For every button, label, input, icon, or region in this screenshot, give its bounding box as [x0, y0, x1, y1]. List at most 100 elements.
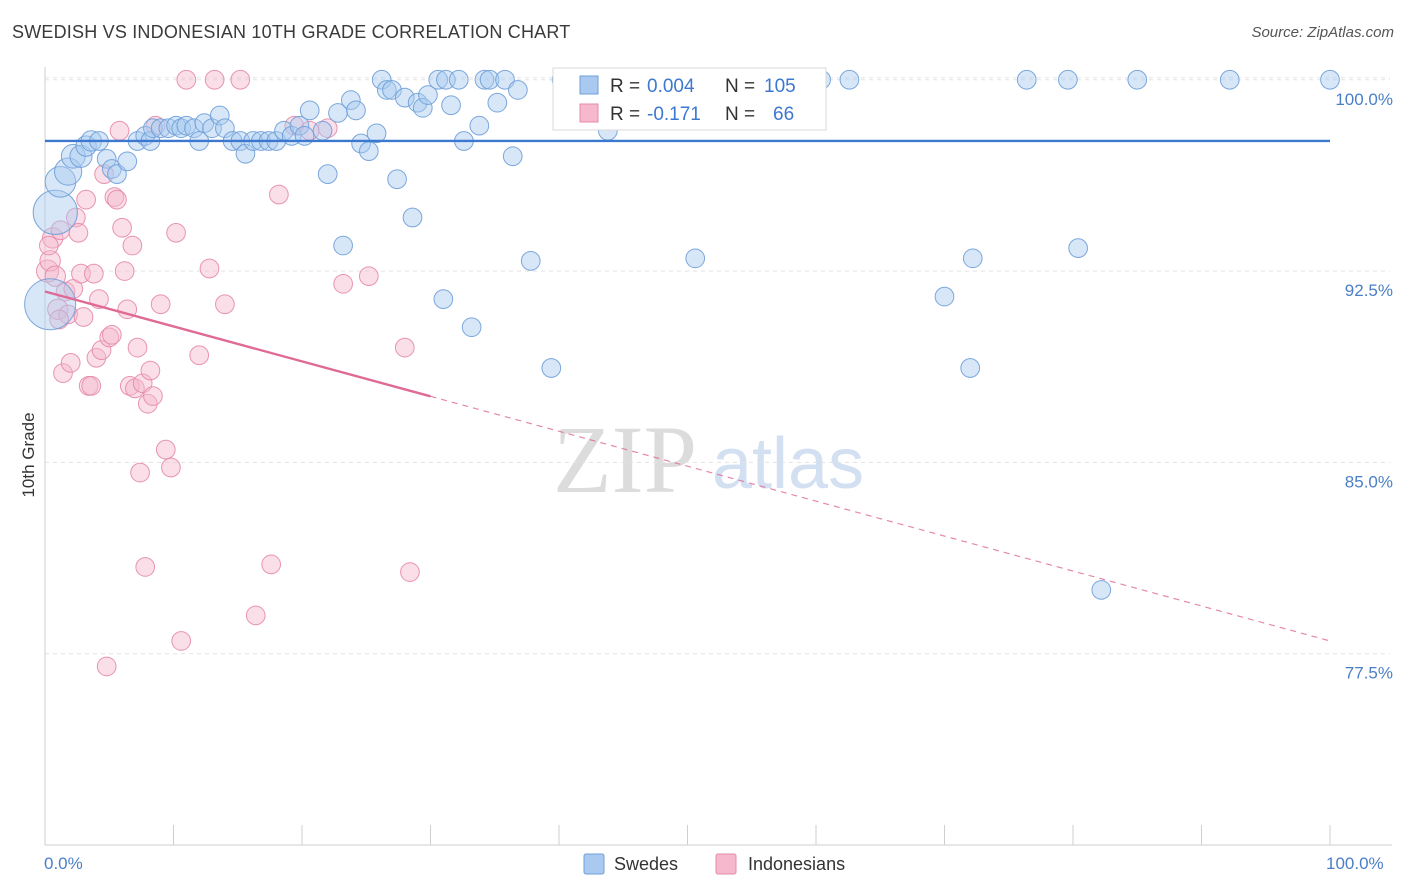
swedes-point [474, 69, 495, 90]
watermark: ZIP atlas [553, 406, 864, 513]
legend-r-label-swedes: R = [610, 76, 640, 97]
swedes-point [150, 118, 171, 139]
swedes-point [520, 251, 541, 271]
swedes-point [469, 115, 490, 136]
bottom-legend-label-swedes: Swedes [614, 854, 678, 874]
axes [44, 67, 1392, 846]
legend-n-value-indonesians: 66 [773, 104, 794, 125]
swedes-point [541, 358, 562, 378]
swedes-point [394, 87, 415, 108]
legend-n-label-indonesians: N = [725, 104, 755, 125]
indonesians-point [199, 258, 220, 279]
swedes-point [312, 120, 333, 141]
swedes-point [209, 105, 230, 126]
swedes-point [317, 164, 338, 184]
indonesians-point [107, 189, 127, 210]
indonesians-point [189, 345, 210, 366]
indonesians-point [65, 207, 86, 228]
series-legend: Swedes Indonesians [583, 853, 845, 875]
source-credit: Source: ZipAtlas.com [1251, 24, 1394, 41]
indonesians-point [245, 605, 266, 626]
swedes-point [441, 95, 461, 116]
indonesians-point [204, 69, 225, 90]
indonesians-point [140, 360, 161, 381]
swedes-point [69, 144, 93, 168]
indonesians-point [73, 307, 94, 327]
swedes-point [32, 189, 78, 235]
watermark-atlas: atlas [712, 424, 864, 504]
swedes-point [1091, 580, 1112, 600]
swedes-point [412, 97, 433, 118]
indonesians-points [36, 69, 420, 677]
y-tick-label: 85.0% [1345, 472, 1393, 491]
swedes-point [235, 143, 256, 164]
swedes-point [479, 69, 500, 90]
indonesians-point [101, 324, 122, 345]
indonesians-point [176, 69, 197, 90]
swedes-point [340, 90, 361, 111]
swedes-point [117, 151, 138, 172]
swedes-point [502, 146, 523, 167]
indonesians-point [155, 439, 176, 460]
indonesians-point [166, 222, 186, 243]
indonesians-point [53, 363, 73, 383]
x-tick-label-min: 0.0% [44, 854, 83, 873]
legend-r-label-indonesians: R = [610, 104, 640, 125]
legend-n-label-swedes: N = [725, 76, 755, 97]
indonesians-point [83, 263, 104, 284]
swedes-point [839, 69, 860, 90]
swedes-point [495, 69, 515, 90]
swedes-point [376, 80, 397, 100]
swedes-point [387, 169, 407, 190]
swedes-point [934, 286, 955, 307]
indonesians-point [112, 217, 132, 238]
bottom-legend-label-indonesians: Indonesians [748, 854, 845, 874]
swedes-point [358, 141, 379, 162]
watermark-zip: ZIP [553, 406, 697, 513]
indonesians-point [135, 557, 156, 577]
y-tick-labels: 77.5% 85.0% 92.5% 100.0% [1335, 90, 1393, 683]
swedes-point [382, 80, 402, 100]
swedes-point [1058, 69, 1078, 90]
swedes-point [96, 148, 117, 169]
swedes-point [44, 165, 77, 198]
swedes-points [24, 69, 1340, 600]
swedes-point [960, 358, 981, 378]
indonesians-point [215, 294, 235, 315]
swedes-point [1219, 69, 1240, 90]
indonesians-point [333, 273, 353, 294]
indonesians-point [161, 457, 181, 478]
indonesians-point [127, 337, 148, 358]
swedes-point [508, 80, 528, 100]
legend-n-value-swedes: 105 [764, 76, 796, 97]
indonesians-point [261, 554, 282, 575]
gridlines [45, 77, 1390, 655]
y-tick-label: 100.0% [1335, 90, 1393, 109]
indonesians-point [58, 304, 78, 325]
indonesians-point [81, 376, 102, 396]
swedes-point [418, 85, 438, 105]
swedes-point [143, 118, 163, 139]
indonesians-point [394, 337, 415, 358]
bottom-legend-swatch-swedes [583, 853, 605, 875]
indonesians-point [39, 235, 59, 256]
indonesians-point [150, 294, 171, 315]
swedes-point [333, 235, 353, 256]
legend-r-value-indonesians: -0.171 [647, 104, 701, 125]
indonesians-point [171, 631, 192, 651]
swedes-point [1127, 69, 1148, 90]
swedes-point [351, 133, 371, 154]
indonesians-point [68, 222, 89, 243]
swedes-point [685, 248, 706, 269]
indonesians-point [109, 120, 130, 141]
indonesians-point [47, 298, 69, 321]
indonesians-point [96, 656, 117, 677]
trend-lines [44, 139, 1331, 642]
swedes-point [54, 157, 83, 186]
bottom-legend-swatch-indonesians [715, 853, 737, 875]
indonesians-point [60, 353, 81, 373]
swedes-point [461, 317, 482, 338]
indonesians-point [317, 118, 338, 139]
swedes-point [184, 118, 204, 139]
